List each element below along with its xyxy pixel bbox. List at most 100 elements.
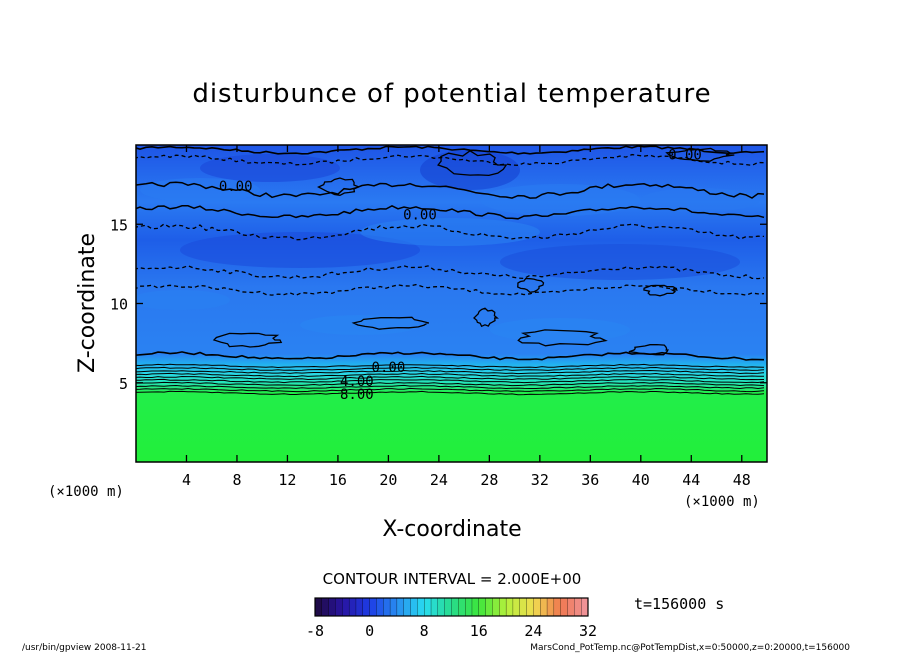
colorbar-cell bbox=[478, 597, 487, 617]
colorbar-cell bbox=[376, 597, 384, 617]
contour-closed bbox=[517, 277, 545, 293]
contour-label: 0.00 bbox=[372, 360, 406, 376]
colorbar-cell bbox=[451, 597, 459, 617]
colorbar-cell bbox=[553, 597, 562, 617]
texture-patch bbox=[640, 188, 760, 212]
contour-line bbox=[136, 265, 765, 280]
contour-line bbox=[136, 283, 765, 296]
colorbar-cell bbox=[499, 597, 507, 617]
colorbar-cell bbox=[410, 597, 418, 617]
colorbar-tick-label: 32 bbox=[579, 622, 597, 640]
colorbar-tick-label: 16 bbox=[470, 622, 488, 640]
colorbar-cell bbox=[342, 597, 350, 617]
x-tick-label: 28 bbox=[480, 471, 498, 489]
colorbar-cell bbox=[485, 597, 493, 617]
contour-line bbox=[136, 223, 765, 241]
contour-line bbox=[136, 181, 765, 199]
contour-line bbox=[136, 363, 765, 369]
contour-label: 4.00 bbox=[340, 374, 374, 390]
colorbar-cell bbox=[437, 597, 446, 617]
colorbar-cell bbox=[464, 597, 473, 617]
plot-area: 0.000.000.000.004.008.00 bbox=[136, 145, 767, 462]
colorbar-cell bbox=[321, 597, 330, 617]
x-axis: 4 8 12 16 20 24 28 32 36 40 44 48 bbox=[182, 145, 751, 489]
contour-line bbox=[136, 384, 765, 390]
x-axis-label: X-coordinate bbox=[382, 517, 521, 542]
footer-left: /usr/bin/gpview 2008-11-21 bbox=[22, 643, 146, 653]
colorbar-tick-label: -8 bbox=[306, 622, 324, 640]
y-tick-label: 15 bbox=[110, 216, 128, 234]
y-axis-label: Z-coordinate bbox=[75, 233, 100, 373]
x-unit-left: (×1000 m) bbox=[48, 484, 124, 500]
colorbar-cell bbox=[369, 597, 377, 617]
texture-patch bbox=[480, 184, 640, 216]
colorbar-cell bbox=[430, 597, 439, 617]
texture-patch bbox=[420, 150, 520, 190]
colorbar-cell bbox=[546, 597, 555, 617]
texture-patch bbox=[140, 178, 260, 202]
colorbar-cell bbox=[444, 597, 452, 617]
colorbar-cell bbox=[335, 597, 343, 617]
x-unit-right: (×1000 m) bbox=[684, 494, 760, 510]
colorbar-cell bbox=[314, 597, 323, 617]
contour-line bbox=[136, 351, 765, 361]
colorbar-cell bbox=[396, 597, 405, 617]
texture-patch bbox=[136, 290, 230, 310]
contour-line bbox=[136, 378, 765, 384]
contour-line bbox=[136, 145, 765, 155]
colorbar-frame bbox=[314, 597, 589, 617]
colorbar-cell bbox=[383, 597, 391, 617]
x-tick-label: 44 bbox=[682, 471, 700, 489]
contour-closed bbox=[665, 147, 735, 162]
colorbar-cell bbox=[417, 597, 425, 617]
contour-label: 0.00 bbox=[668, 148, 702, 164]
colorbar-cell bbox=[458, 597, 466, 617]
x-tick-label: 8 bbox=[232, 471, 241, 489]
x-tick-label: 36 bbox=[581, 471, 599, 489]
contour-line bbox=[136, 375, 765, 381]
colorbar-cell bbox=[348, 597, 357, 617]
contour-closed bbox=[643, 284, 678, 297]
colorbar-cell bbox=[471, 597, 480, 617]
texture-patch bbox=[200, 154, 340, 182]
colorbar-cell bbox=[355, 597, 364, 617]
contour-closed bbox=[628, 343, 669, 356]
contour-closed bbox=[351, 316, 430, 330]
colorbar-cell bbox=[424, 597, 432, 617]
contour-lines bbox=[136, 145, 765, 396]
colorbar-cell bbox=[505, 597, 514, 617]
colorbar-tick-label: 0 bbox=[365, 622, 374, 640]
x-tick-label: 40 bbox=[632, 471, 650, 489]
colorbar-cell bbox=[533, 597, 541, 617]
contour-closed bbox=[212, 332, 283, 348]
colorbar-cell bbox=[492, 597, 500, 617]
contour-closed bbox=[317, 177, 360, 196]
contour-line bbox=[136, 369, 765, 375]
contour-label-group: 0.000.000.000.004.008.00 bbox=[219, 148, 702, 403]
contour-interval-text: CONTOUR INTERVAL = 2.000E+00 bbox=[323, 570, 582, 588]
contour-line bbox=[136, 366, 765, 371]
texture-patch bbox=[360, 218, 540, 246]
contour-line bbox=[136, 381, 765, 387]
texture-patch bbox=[500, 244, 740, 280]
contour-line bbox=[136, 387, 765, 393]
contour-line bbox=[136, 390, 765, 396]
colorbar-cell bbox=[389, 597, 398, 617]
footer-right: MarsCond_PotTemp.nc@PotTempDist,x=0:5000… bbox=[530, 643, 850, 653]
x-tick-label: 32 bbox=[531, 471, 549, 489]
x-tick-label: 12 bbox=[278, 471, 296, 489]
colorbar-cell bbox=[328, 597, 336, 617]
colorbar-cell bbox=[567, 597, 575, 617]
colorbar-cell bbox=[512, 597, 521, 617]
contour-label: 0.00 bbox=[219, 179, 253, 195]
colorbar-cell bbox=[560, 597, 568, 617]
y-tick-label: 10 bbox=[110, 296, 128, 314]
y-axis: 5 10 15 bbox=[110, 216, 767, 393]
colorbar-cell bbox=[574, 597, 582, 617]
colorbar-tick-label: 8 bbox=[420, 622, 429, 640]
colorbar-cell bbox=[540, 597, 548, 617]
colorbar-cell bbox=[403, 597, 412, 617]
contour-line bbox=[136, 372, 764, 378]
colorbar-tick-label: 24 bbox=[524, 622, 542, 640]
